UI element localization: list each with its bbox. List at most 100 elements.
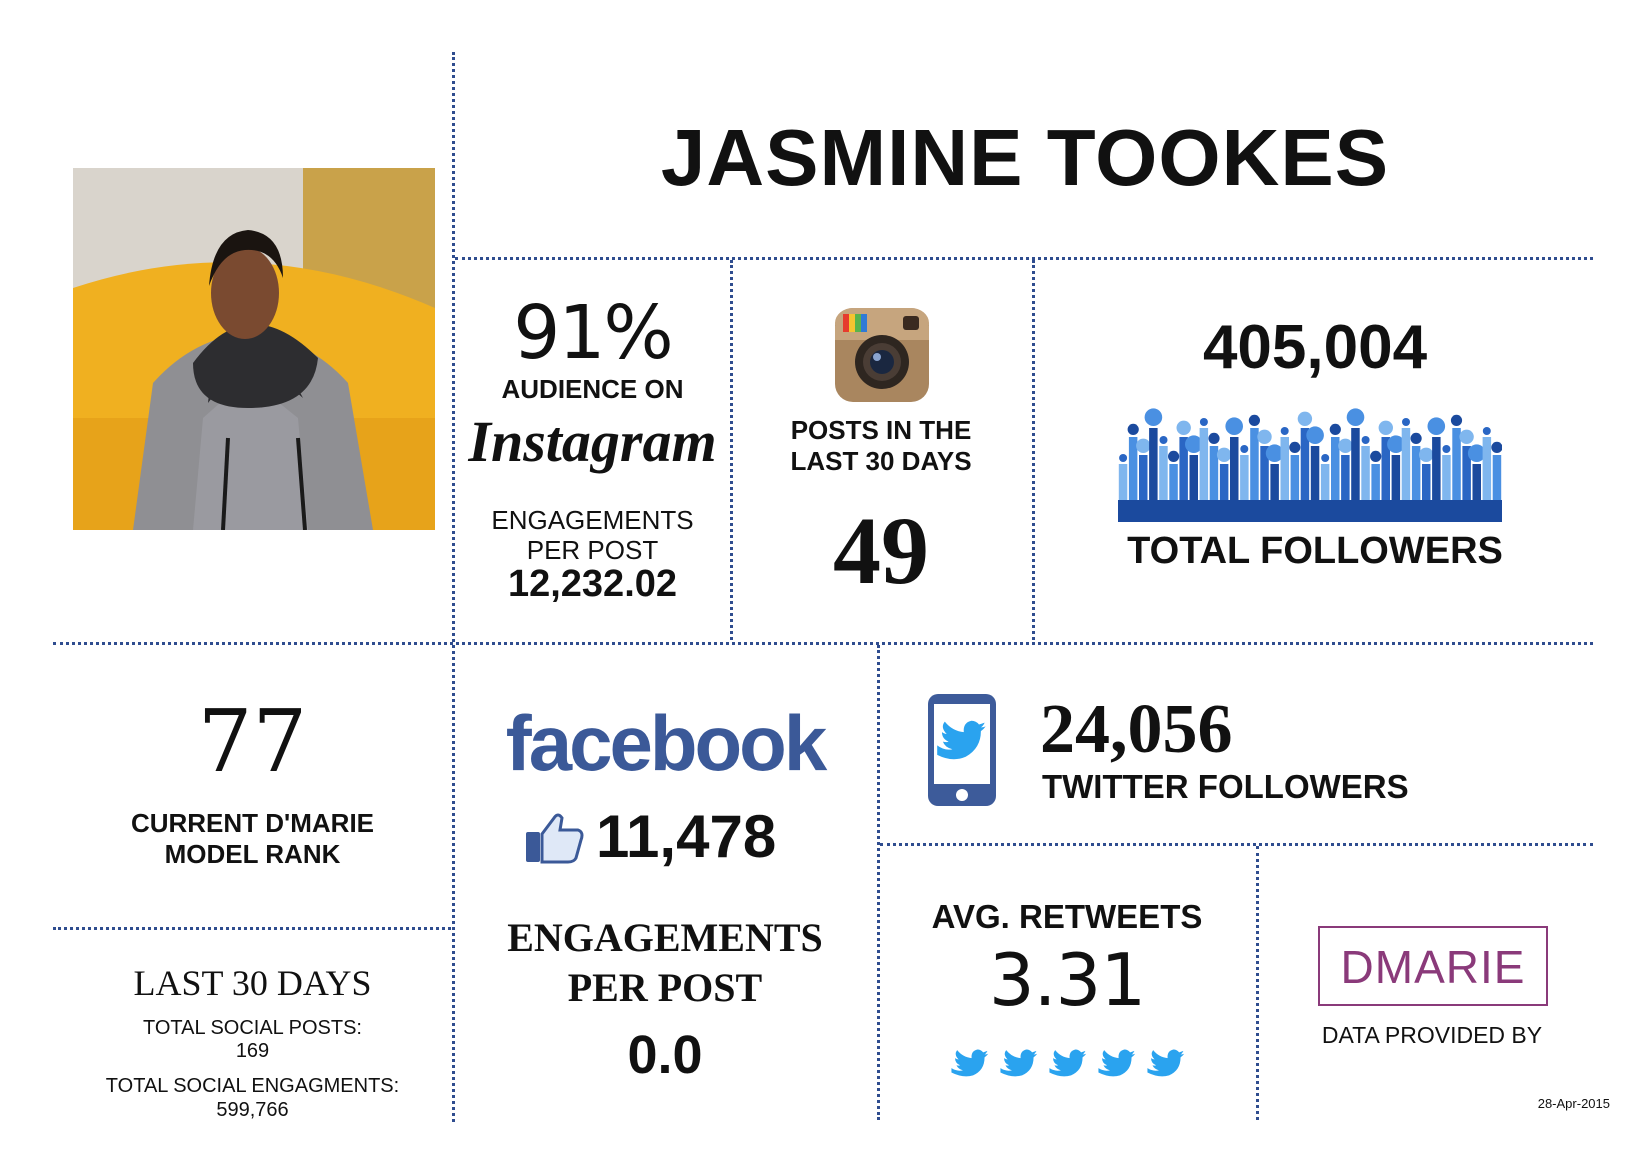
crowd-figure-head [1176,420,1191,435]
facebook-wordmark: facebook [505,699,827,787]
crowd-figure-body [1199,428,1209,522]
crowd-base [1118,500,1502,522]
twitter-bird-icon [1147,1049,1185,1077]
model-name: JASMINE TOOKES [660,113,1390,202]
instagram-engagements-value: 12,232.02 [507,563,678,605]
crowd-figure-body [1189,455,1198,522]
crowd-figure-body [1280,437,1289,522]
divider-horizontal-twitter [880,843,1593,846]
twitter-birds-row [950,1048,1190,1088]
audience-percent: 91% [513,290,673,376]
crowd-icon [1118,404,1502,522]
instagram-camera-icon [833,306,931,404]
crowd-figure-head [1442,445,1451,453]
crowd-figure-head [1144,408,1163,426]
crowd-figure-body [1270,464,1279,522]
crowd-figure-body [1442,455,1451,522]
crowd-figure-body [1149,428,1158,522]
crowd-figure-body [1482,437,1492,522]
divider-horizontal-middle [53,642,1593,645]
total-followers-label: TOTAL FOLLOWERS [1127,530,1503,572]
crowd-figure-body [1351,428,1360,522]
crowd-figure-body [1310,446,1320,522]
crowd-figure-body [1472,464,1481,522]
crowd-figure-head [1321,454,1330,462]
thumbs-up-icon [524,812,584,864]
crowd-figure-head [1257,429,1272,444]
divider-vertical-bottom-1 [877,645,880,1120]
crowd-figure-head [1387,435,1405,453]
crowd-figure-head [1306,426,1324,444]
crowd-figure-body [1411,446,1421,522]
dmarie-logo-text: DMARIE [1340,941,1526,993]
facebook-engagements-label-2: PER POST [567,965,763,1010]
crowd-figure-body [1169,464,1178,522]
crowd-figure-body [1452,428,1461,522]
crowd-figure-body [1250,428,1259,522]
crowd-figure-body [1159,446,1168,522]
crowd-figure-head [1467,444,1486,462]
crowd-figure-body [1139,455,1148,522]
crowd-figure-head [1427,417,1446,435]
dmarie-logo: DMARIE [1318,926,1548,1006]
last30-engagements-value: 599,766 [216,1099,289,1121]
crowd-figure-head [1265,444,1284,462]
model-rank-label-2: MODEL RANK [164,839,341,869]
last30-title: LAST 30 DAYS [133,963,372,1003]
crowd-figure-body [1128,437,1138,522]
crowd-figure-head [1280,427,1289,435]
crowd-figure-head [1329,423,1341,435]
crowd-figure-head [1119,454,1128,462]
crowd-figure-head [1225,417,1243,435]
crowd-figure-head [1419,447,1434,462]
twitter-followers-label: TWITTER FOLLOWERS [1042,768,1409,805]
posts-label-1: POSTS IN THE [790,415,972,445]
divider-vertical-top-2 [1032,260,1035,640]
crowd-figure-head [1346,408,1365,426]
crowd-figure-body [1179,437,1188,522]
crowd-figure-head [1459,429,1474,444]
data-provided-label: DATA PROVIDED BY [1321,1022,1543,1048]
divider-vertical-top-1 [730,260,733,640]
crowd-figure-head [1216,447,1232,462]
crowd-figure-body [1371,464,1380,522]
divider-vertical-left [452,52,455,1122]
engagements-label-1: ENGAGEMENTS [491,505,694,535]
crowd-figure-body [1361,446,1370,522]
phone-twitter-icon [926,692,998,808]
model-photo [73,168,435,530]
crowd-figure-body [1118,464,1128,522]
crowd-figure-body [1320,464,1330,522]
total-followers-value: 405,004 [1202,313,1428,382]
crowd-figure-body [1422,464,1431,522]
crowd-figure-head [1199,418,1208,426]
crowd-figure-body [1230,437,1239,522]
crowd-figure-head [1208,432,1220,444]
crowd-figure-head [1482,427,1491,435]
twitter-bird-icon [1049,1049,1087,1077]
crowd-figure-head [1450,414,1463,426]
divider-vertical-bottom-2 [1256,846,1259,1120]
crowd-figure-head [1289,441,1301,453]
facebook-likes: 11,478 [596,803,777,870]
crowd-figure-body [1331,437,1340,522]
posts-count: 49 [833,497,929,604]
crowd-figure-head [1402,418,1410,426]
crowd-figure-head [1378,420,1393,435]
crowd-figure-head [1410,432,1422,444]
crowd-figure-head [1185,435,1203,453]
crowd-figure-head [1361,436,1370,444]
last30-posts-label: TOTAL SOCIAL POSTS: [143,1017,362,1039]
twitter-bird-icon [951,1049,989,1077]
crowd-figure-body [1341,455,1350,522]
model-rank-label-1: CURRENT D'MARIE [130,808,375,838]
twitter-bird-icon [1000,1049,1038,1077]
crowd-figure-head [1491,441,1502,453]
crowd-figure-body [1401,428,1411,522]
crowd-figure-body [1260,446,1269,522]
twitter-bird-icon [1098,1049,1136,1077]
last30-engagements-label: TOTAL SOCIAL ENGAGMENTS: [105,1075,400,1097]
crowd-figure-head [1159,436,1168,444]
facebook-engagements-value: 0.0 [627,1025,703,1085]
crowd-figure-body [1381,437,1390,522]
